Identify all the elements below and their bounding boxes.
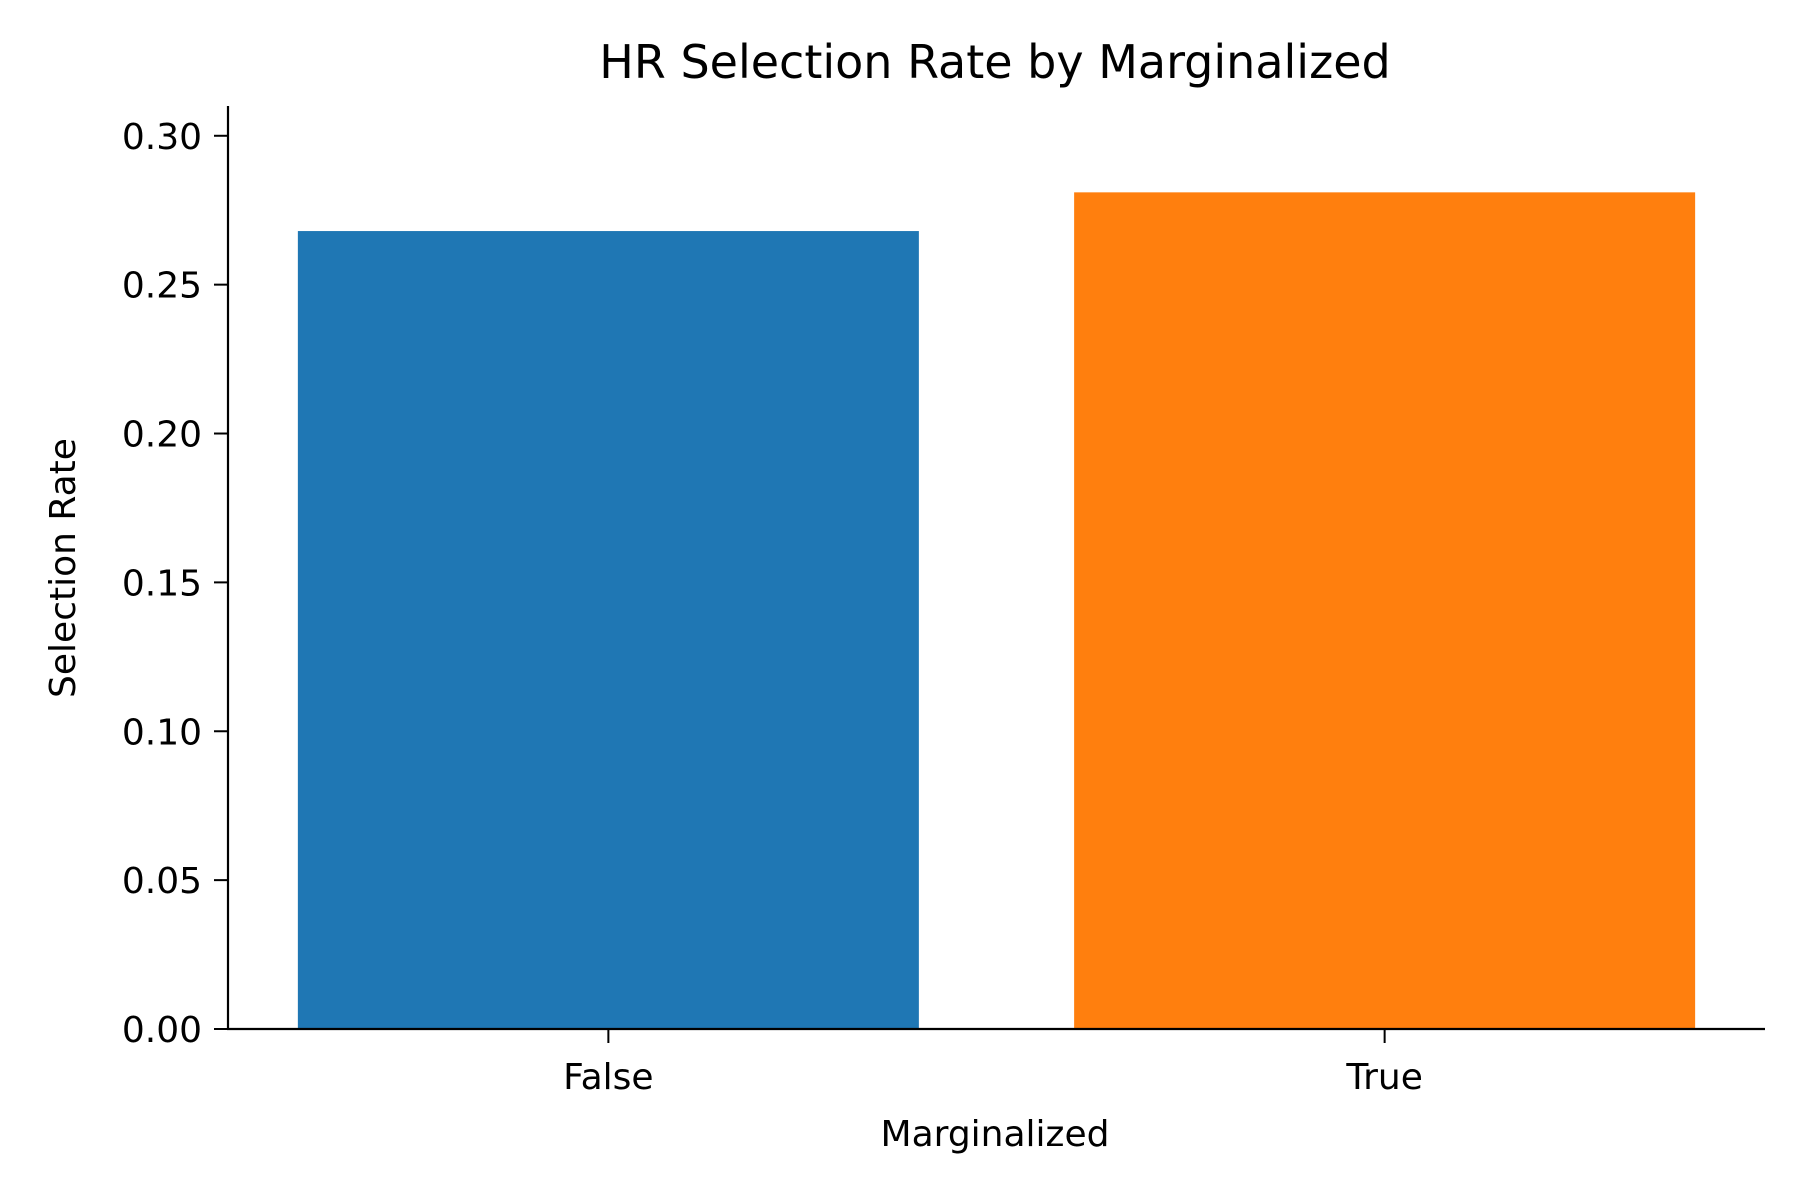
y-tick-label: 0.25 (122, 266, 202, 307)
y-tick-label: 0.20 (122, 415, 202, 456)
x-tick-label: True (1345, 1057, 1422, 1098)
y-tick-label: 0.00 (122, 1010, 202, 1051)
y-tick-label: 0.10 (122, 712, 202, 753)
bar-false (297, 231, 919, 1029)
y-tick-label: 0.30 (122, 117, 202, 158)
x-tick-label: False (563, 1057, 653, 1098)
chart-title: HR Selection Rate by Marginalized (599, 35, 1390, 89)
x-axis-label: Marginalized (881, 1114, 1110, 1155)
y-axis-label: Selection Rate (43, 438, 84, 698)
y-tick-label: 0.05 (122, 861, 202, 902)
y-tick-label: 0.15 (122, 563, 202, 604)
bars-layer (297, 192, 1696, 1029)
ticks-layer: False True 0.00 0.05 0.10 0.15 0.20 0.25 0.30 (122, 117, 1423, 1098)
bar-true (1074, 192, 1696, 1029)
